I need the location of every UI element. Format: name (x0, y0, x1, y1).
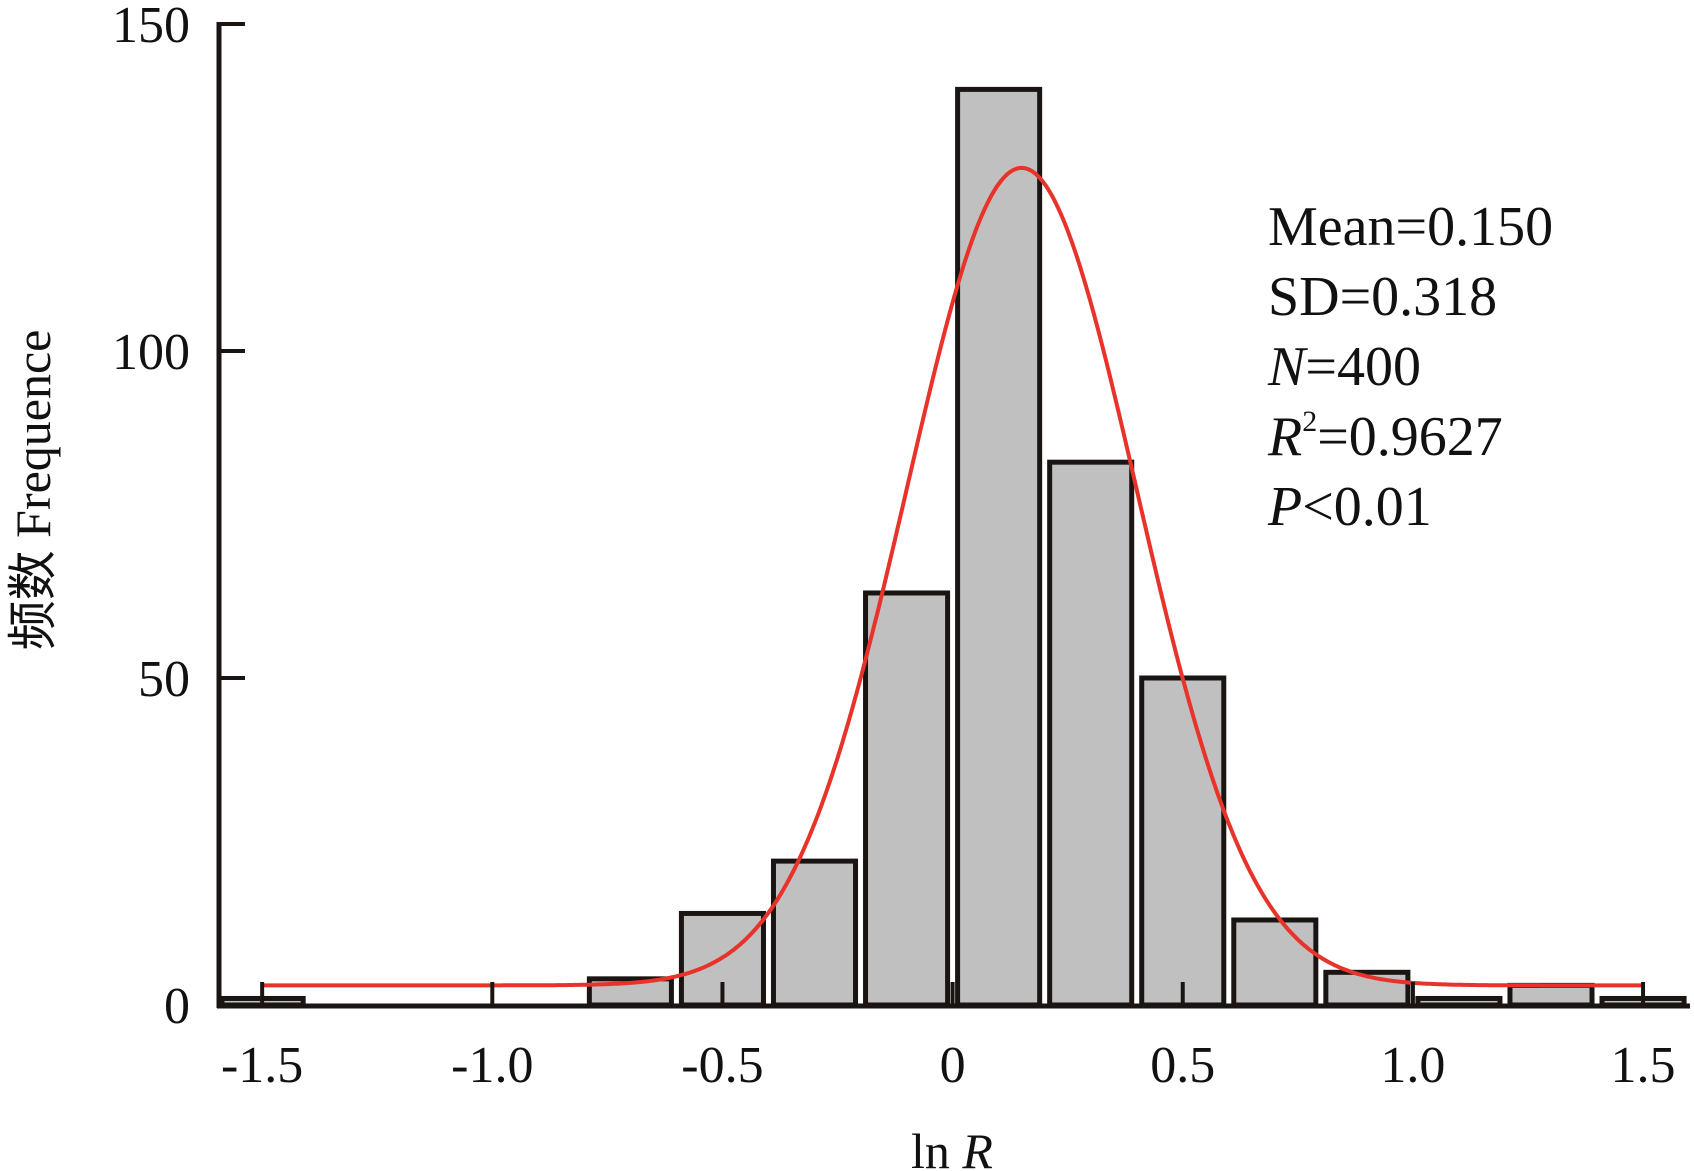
stat-value: Mean=0.150 (1268, 196, 1553, 258)
stat-value: <0.01 (1302, 476, 1432, 538)
bars-group (219, 86, 1687, 1008)
y-tick-label: 100 (112, 324, 190, 381)
stat-line: R2=0.9627 (1267, 405, 1503, 468)
histogram-bar-5 (955, 86, 1043, 1008)
axes-group: 0 50 100 150 -1.5 -1.0 -0.5 0 0.5 1.0 1.5 (112, 0, 1690, 1094)
stat-value: =0.9627 (1317, 406, 1503, 468)
x-tick-label: 0 (940, 1037, 966, 1094)
stat-superscript: 2 (1302, 405, 1317, 438)
stat-line: N=400 (1267, 336, 1421, 398)
x-tick-label: -1.5 (221, 1037, 303, 1094)
histogram-bar-3 (770, 858, 859, 1008)
y-tick-label: 50 (138, 651, 190, 708)
y-axis-label: 频数 Frequence (5, 330, 61, 651)
stat-value: =400 (1305, 336, 1421, 398)
x-tick-label: 1.0 (1380, 1037, 1445, 1094)
histogram-bar-7 (1139, 675, 1227, 1008)
x-tick-label: 1.5 (1611, 1037, 1676, 1094)
stat-symbol: N (1267, 336, 1308, 398)
histogram-bar-11 (1507, 982, 1595, 1008)
y-tick-label: 150 (112, 0, 190, 54)
stat-line: Mean=0.150 (1268, 196, 1553, 258)
histogram-bar-6 (1047, 459, 1135, 1008)
stat-line: P<0.01 (1267, 476, 1432, 538)
x-axis-label: ln R (911, 1123, 993, 1171)
histogram-bar-4 (863, 590, 951, 1008)
stat-symbol: P (1267, 476, 1302, 538)
y-tick-label: 0 (164, 978, 190, 1035)
stat-line: SD=0.318 (1268, 266, 1497, 328)
x-tick-label: -0.5 (681, 1037, 763, 1094)
stat-symbol: R (1267, 406, 1302, 468)
histogram-bar-8 (1231, 917, 1319, 1008)
stat-value: SD=0.318 (1268, 266, 1497, 328)
x-tick-label: -1.0 (451, 1037, 533, 1094)
x-tick-label: 0.5 (1150, 1037, 1215, 1094)
